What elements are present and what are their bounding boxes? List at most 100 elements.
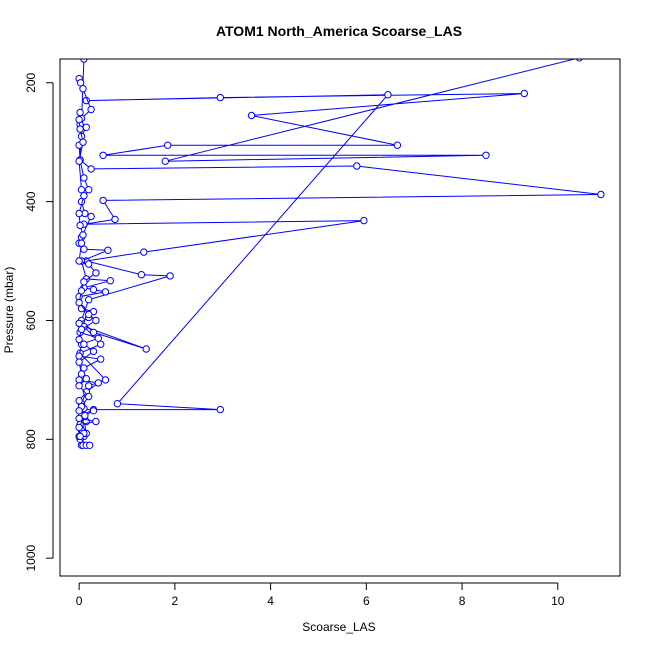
data-point: [75, 319, 83, 328]
data-point: [94, 379, 103, 387]
data-point: [142, 345, 150, 353]
data-point: [216, 405, 225, 414]
y-axis: 200 400 600 800 1000: [24, 72, 54, 572]
x-tick-label: 6: [363, 594, 370, 608]
data-point: [101, 288, 110, 296]
y-tick-label: 200: [24, 72, 38, 92]
data-point: [360, 216, 368, 225]
x-tick-label: 10: [551, 594, 565, 608]
data-point: [85, 296, 93, 304]
data-point: [76, 432, 84, 441]
data-point: [164, 141, 172, 149]
data-point: [85, 392, 93, 401]
data-point: [75, 157, 83, 165]
data-point: [113, 400, 122, 408]
data-point: [76, 221, 84, 230]
series-3: [75, 108, 100, 441]
x-axis-label: Scoarse_LAS: [302, 620, 375, 634]
data-point: [137, 271, 146, 279]
data-point: [393, 141, 402, 149]
data-point: [99, 196, 107, 205]
data-point: [89, 407, 98, 415]
y-tick-label: 800: [24, 429, 38, 449]
data-point: [80, 245, 88, 253]
data-point: [89, 328, 98, 337]
plot-frame: [59, 58, 621, 577]
x-tick-label: 2: [172, 594, 179, 608]
data-point: [80, 174, 88, 182]
data-point: [166, 272, 174, 280]
data-point: [82, 375, 91, 383]
x-axis: 0 2 4 6 8 10: [76, 582, 565, 608]
data-point: [77, 325, 86, 334]
data-point: [92, 316, 100, 325]
data-point: [75, 335, 83, 344]
data-point: [77, 370, 86, 378]
series-group: [75, 59, 605, 449]
x-tick-label: 4: [267, 594, 274, 608]
y-axis-label: Pressure (mbar): [2, 267, 16, 354]
data-point: [82, 123, 91, 132]
x-tick-label: 0: [76, 594, 83, 608]
data-point: [101, 376, 110, 384]
data-point: [79, 85, 87, 93]
data-point: [77, 239, 86, 247]
y-tick-label: 600: [24, 310, 38, 330]
data-point: [80, 59, 88, 63]
data-point: [80, 278, 88, 286]
data-point: [85, 310, 93, 319]
data-point: [111, 215, 119, 224]
data-point: [76, 125, 84, 133]
data-point: [77, 186, 86, 194]
data-point: [81, 411, 89, 420]
data-point: [597, 190, 605, 199]
data-point: [75, 115, 83, 124]
data-point: [77, 287, 86, 295]
data-point: [216, 93, 225, 102]
data-point: [76, 108, 84, 117]
data-point: [80, 192, 88, 200]
data-point: [85, 186, 93, 194]
data-point: [75, 407, 83, 415]
data-point: [94, 334, 103, 342]
data-point: [482, 151, 490, 160]
data-point: [86, 441, 94, 449]
data-point: [87, 105, 95, 114]
data-point: [80, 364, 88, 372]
data-point: [92, 269, 100, 277]
data-point: [89, 285, 98, 294]
data-point: [75, 423, 83, 432]
data-point: [75, 209, 83, 218]
data-point: [161, 157, 170, 165]
data-point: [104, 246, 112, 255]
data-point: [75, 358, 83, 366]
data-point: [75, 352, 83, 360]
data-point: [79, 231, 87, 239]
data-point: [247, 111, 256, 120]
plot-area: [75, 59, 605, 449]
chart-title: ATOM1 North_America Scoarse_LAS: [216, 23, 462, 39]
data-point: [75, 298, 83, 307]
data-point: [75, 382, 83, 390]
data-point: [92, 417, 100, 426]
x-tick-label: 8: [459, 594, 466, 608]
data-point: [87, 165, 95, 173]
data-point: [97, 355, 105, 363]
data-point: [80, 340, 88, 348]
data-point: [87, 212, 95, 221]
data-point: [140, 248, 148, 256]
y-tick-label: 1000: [24, 545, 38, 572]
data-point: [353, 162, 361, 170]
data-point: [75, 257, 83, 265]
data-point: [384, 91, 392, 99]
data-point: [106, 277, 115, 285]
data-point: [520, 89, 528, 98]
data-point: [99, 151, 107, 160]
data-point: [85, 260, 93, 268]
y-tick-label: 400: [24, 191, 38, 211]
series-2: [75, 74, 115, 449]
data-point: [79, 138, 87, 146]
data-point: [89, 347, 98, 356]
